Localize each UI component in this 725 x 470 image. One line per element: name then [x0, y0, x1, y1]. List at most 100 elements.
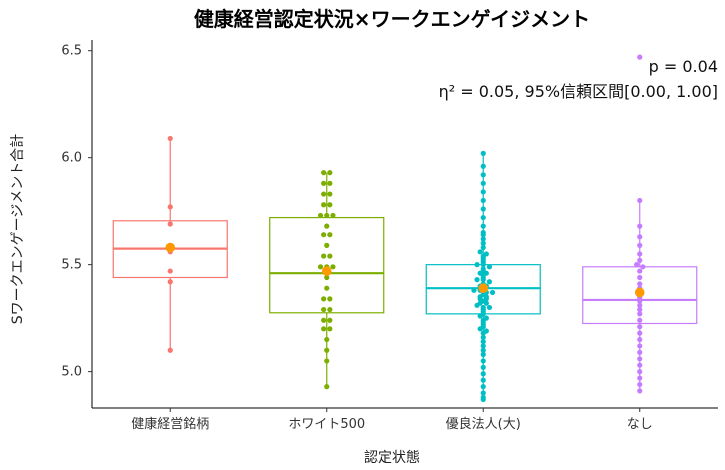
group-2-data-point — [327, 232, 333, 238]
group-2-data-point — [321, 170, 327, 176]
group-1-data-point — [167, 279, 173, 285]
y-tick-label: 5.0 — [61, 365, 82, 380]
group-3-data-point — [480, 214, 486, 221]
group-4-data-point — [634, 262, 640, 268]
group-3-data-point — [480, 377, 486, 383]
group-3-data-point — [480, 347, 486, 353]
group-3-data-point — [474, 277, 480, 283]
group-3-data-point — [480, 197, 486, 204]
x-axis-title: 認定状態 — [364, 450, 420, 466]
group-2-data-point — [330, 264, 336, 270]
group-2-data-point — [321, 253, 327, 259]
group-2-data-point — [327, 180, 333, 186]
group-2-data-point — [327, 326, 333, 332]
group-2-data-point — [321, 306, 327, 313]
y-tick-label: 6.5 — [61, 44, 82, 59]
group-3-data-point — [480, 339, 486, 345]
group-3-data-point — [480, 206, 486, 212]
group-4-data-point — [637, 281, 643, 287]
group-3-data-point — [486, 264, 493, 270]
group-2-data-point — [327, 253, 333, 259]
group-4-data-point — [637, 336, 643, 343]
group-3-data-point — [480, 394, 486, 400]
group-3-data-point — [480, 229, 486, 236]
group-4-data-point — [637, 257, 643, 263]
group-2-data-point — [317, 212, 324, 219]
group-3-data-point — [480, 266, 486, 272]
x-tick-label: 健康経営銘柄 — [131, 416, 209, 432]
group-2-data-point — [327, 306, 333, 313]
group-1-data-point — [167, 135, 173, 142]
group-2-data-point — [321, 191, 327, 197]
group-2-data-point — [321, 296, 327, 302]
group-4-mean-marker — [634, 287, 645, 298]
group-3-data-point — [480, 364, 486, 370]
x-tick-label: なし — [627, 417, 653, 432]
group-4-data-point — [637, 375, 643, 381]
group-4-data-point — [637, 388, 643, 394]
group-2-data-point — [321, 317, 327, 323]
group-2-data-point — [321, 326, 327, 332]
y-tick-label: 5.5 — [61, 258, 82, 273]
group-4-data-point — [637, 251, 643, 257]
y-axis-title: Sワークエンゲージメント合計 — [10, 134, 26, 325]
group-4-data-point — [637, 317, 643, 323]
group-3-data-point — [480, 180, 486, 186]
group-3-data-point — [483, 251, 489, 257]
group-2-data-point — [321, 232, 327, 238]
group-3-data-point — [480, 189, 486, 195]
group-1-data-point — [167, 347, 173, 353]
group-3-data-point — [489, 289, 496, 296]
group-2-data-point — [324, 223, 330, 229]
group-3-data-point — [480, 304, 486, 311]
y-tick-label: 6.0 — [61, 151, 82, 166]
group-4-data-point — [637, 330, 643, 336]
group-3-data-point — [480, 244, 486, 251]
group-4-data-point — [637, 343, 643, 349]
group-4-data-point — [640, 264, 646, 270]
group-1-mean-marker — [165, 242, 176, 253]
group-4-data-point — [637, 242, 643, 248]
group-4-data-point — [637, 362, 643, 368]
group-2-data-point — [321, 202, 327, 208]
group-3-data-point — [480, 223, 486, 229]
p-value-annotation: p = 0.04 — [649, 57, 718, 76]
group-2-data-point — [327, 317, 333, 323]
group-4-data-point — [637, 349, 643, 355]
effect-size-annotation: η² = 0.05, 95%信頼区間[0.00, 1.00] — [439, 82, 718, 101]
group-2-data-point — [321, 180, 327, 186]
group-2-data-point — [324, 274, 330, 281]
group-2-data-point — [327, 296, 333, 302]
group-4-data-point — [637, 274, 643, 281]
group-4-data-point — [637, 302, 643, 308]
group-4-data-point — [637, 311, 643, 317]
chart-title: 健康経営認定状況×ワークエンゲイジメント — [194, 7, 590, 31]
group-3-data-point — [480, 343, 486, 349]
group-3-data-point — [480, 351, 486, 358]
group-1-data-point — [167, 268, 173, 274]
group-3-data-point — [486, 304, 493, 311]
group-2-data-point — [324, 242, 330, 248]
group-2-data-point — [327, 202, 333, 208]
group-2-data-point — [324, 347, 330, 353]
group-4-data-point — [637, 306, 643, 313]
group-4-data-point — [637, 369, 643, 375]
group-2-data-point — [324, 336, 330, 343]
group-3-data-point — [480, 390, 486, 396]
group-2-data-point — [330, 212, 336, 219]
group-3-data-point — [480, 236, 486, 242]
group-2-mean-marker — [321, 266, 332, 276]
group-3-data-point — [471, 287, 477, 293]
group-4-data-point — [637, 324, 643, 330]
group-3-data-point — [474, 262, 480, 268]
group-2-data-point — [327, 191, 333, 197]
group-3-data-point — [480, 163, 486, 169]
group-4-data-point — [637, 197, 643, 204]
group-4-data-point — [637, 54, 643, 60]
group-3-data-point — [486, 279, 493, 285]
group-4-data-point — [637, 356, 643, 362]
group-3-data-point — [480, 358, 486, 364]
group-3-data-point — [483, 315, 489, 321]
